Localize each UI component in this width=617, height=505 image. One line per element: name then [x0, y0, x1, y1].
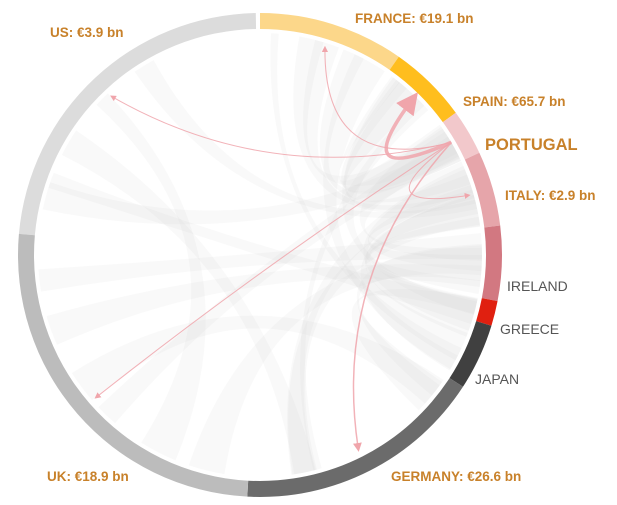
label-greece: GREECE	[500, 321, 559, 337]
background-ribbon	[48, 172, 478, 325]
flow-portugal-to-us	[110, 95, 452, 158]
segment-labels: US: €3.9 bn FRANCE: €19.1 bn SPAIN: €65.7 …	[47, 11, 596, 484]
background-ribbon	[338, 76, 460, 192]
background-ribbon	[344, 81, 474, 210]
background-ribbon	[38, 233, 482, 292]
label-italy: ITALY: €2.9 bn	[505, 188, 596, 203]
background-ribbon	[360, 194, 479, 370]
arc-portugal[interactable]	[442, 112, 480, 160]
focus-country-label: PORTUGAL	[485, 136, 578, 154]
background-ribbon	[342, 77, 478, 315]
background-ribbon	[46, 264, 482, 345]
segment-arcs	[17, 13, 502, 497]
background-ribbon	[359, 126, 482, 261]
arc-spain[interactable]	[389, 56, 456, 123]
label-uk: UK: €18.9 bn	[47, 469, 129, 484]
arc-france[interactable]	[260, 13, 399, 70]
label-germany: GERMANY: €26.6 bn	[391, 469, 521, 484]
background-ribbon	[61, 130, 316, 475]
background-ribbon	[71, 315, 444, 404]
background-ribbon	[363, 169, 478, 331]
arc-greece[interactable]	[476, 298, 498, 326]
arc-uk[interactable]	[17, 233, 249, 497]
arc-japan[interactable]	[449, 321, 492, 387]
flow-portugal-to-germany	[352, 141, 452, 452]
background-ribbon	[288, 193, 480, 475]
arc-ireland[interactable]	[481, 225, 502, 302]
flow-portugal-to-spain	[384, 92, 453, 160]
label-ireland: IRELAND	[507, 278, 568, 294]
arc-italy[interactable]	[464, 152, 501, 228]
portugal-flows	[94, 45, 471, 452]
background-ribbon	[300, 100, 429, 471]
background-ribbon	[188, 245, 483, 475]
background-ribbon	[319, 49, 471, 203]
background-ribbon	[365, 195, 481, 337]
arc-germany[interactable]	[247, 378, 463, 497]
background-ribbon	[369, 216, 481, 295]
background-ribbon	[351, 289, 478, 411]
background-ribbon	[42, 140, 462, 225]
background-ribbon	[96, 93, 206, 461]
flow-portugal-to-france	[321, 45, 452, 150]
flow-portugal-to-italy	[408, 141, 471, 199]
label-spain: SPAIN: €65.7 bn	[463, 94, 566, 109]
arc-us[interactable]	[18, 13, 257, 236]
label-us: US: €3.9 bn	[50, 25, 124, 40]
background-ribbons	[38, 33, 483, 475]
background-ribbon	[341, 79, 462, 194]
label-japan: JAPAN	[475, 371, 519, 387]
label-france: FRANCE: €19.1 bn	[355, 11, 474, 26]
flow-portugal-to-uk	[94, 141, 452, 399]
background-ribbon	[134, 60, 478, 219]
background-ribbon	[356, 243, 482, 396]
background-ribbon	[293, 36, 476, 214]
